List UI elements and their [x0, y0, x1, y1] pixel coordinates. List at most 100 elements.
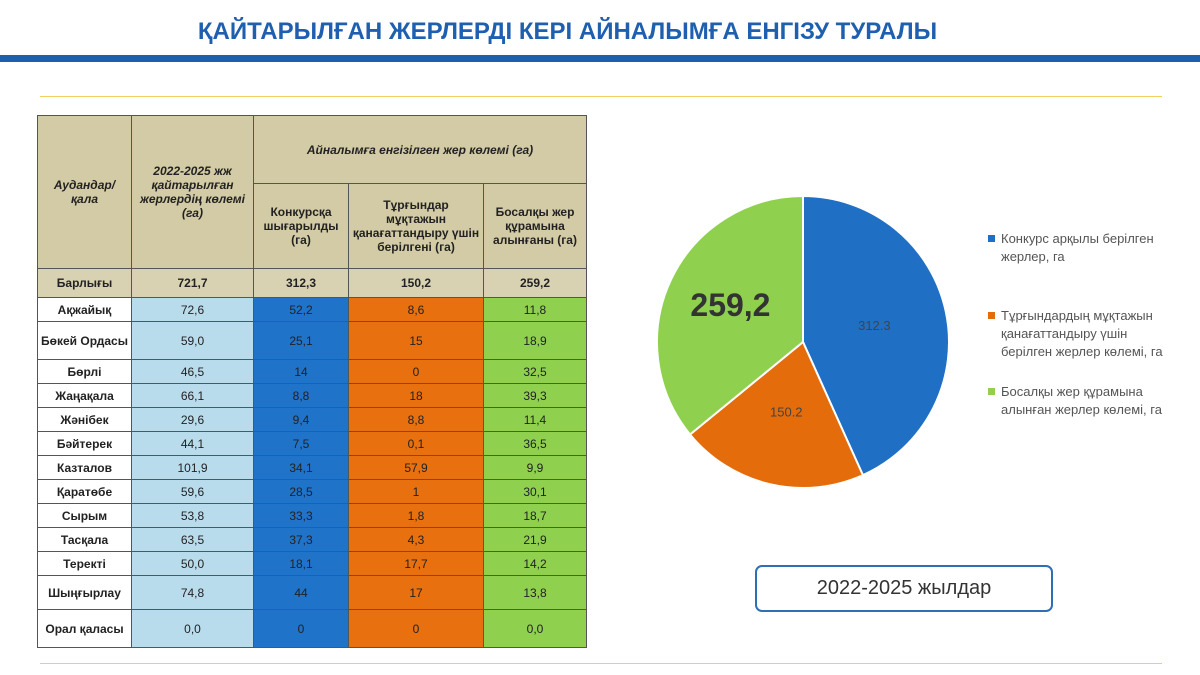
- legend-item: Конкурс арқылы берілген жерлер, га: [988, 230, 1173, 266]
- table-cell: 50,0: [131, 551, 254, 576]
- table-cell: 721,7: [131, 268, 254, 298]
- table-cell: 1: [348, 479, 484, 504]
- table-cell: 0: [348, 359, 484, 384]
- table-cell: 11,8: [483, 297, 587, 322]
- table-row: Сырым 53,8 33,3 1,8 18,7: [37, 503, 587, 528]
- table-cell: 0: [253, 609, 349, 648]
- legend-label: Босалқы жер құрамына алынған жерлер көле…: [1001, 384, 1162, 417]
- table-cell: 8,8: [253, 383, 349, 408]
- legend-item: Тұрғындардың мұқтажын қанағаттандыру үші…: [988, 307, 1173, 361]
- table-row: Ақжайық 72,6 52,2 8,6 11,8: [37, 297, 587, 322]
- table-cell: 312,3: [253, 268, 349, 298]
- data-table: Аудандар/ қала 2022-2025 жж қайтарылған …: [37, 115, 587, 648]
- table-cell: Бәйтерек: [37, 431, 132, 456]
- table-cell: 17,7: [348, 551, 484, 576]
- table-cell: 17: [348, 575, 484, 610]
- table-cell: 11,4: [483, 407, 587, 432]
- legend-label: Конкурс арқылы берілген жерлер, га: [1001, 231, 1154, 264]
- table-cell: Ақжайық: [37, 297, 132, 322]
- legend-marker: [988, 235, 995, 242]
- legend-marker: [988, 388, 995, 395]
- table-cell: Барлығы: [37, 268, 132, 298]
- table-body: Барлығы 721,7 312,3 150,2 259,2 Ақжайық 72,6 52…: [37, 268, 587, 648]
- table-cell: 59,6: [131, 479, 254, 504]
- header-cell: Босалқы жер құрамына алынғаны (га): [483, 183, 587, 269]
- table-row: Шыңғырлау 74,8 44 17 13,8: [37, 575, 587, 610]
- table-cell: 8,8: [348, 407, 484, 432]
- table-cell: 63,5: [131, 527, 254, 552]
- header-cell: Конкурсқа шығарылды (га): [253, 183, 349, 269]
- legend-label: Тұрғындардың мұқтажын қанағаттандыру үші…: [1001, 308, 1163, 359]
- table-row: Тасқала 63,5 37,3 4,3 21,9: [37, 527, 587, 552]
- table-cell: 37,3: [253, 527, 349, 552]
- table-cell: 14,2: [483, 551, 587, 576]
- legend-marker: [988, 312, 995, 319]
- table-cell: 1,8: [348, 503, 484, 528]
- table-cell: 29,6: [131, 407, 254, 432]
- table-cell: 39,3: [483, 383, 587, 408]
- table-cell: Бөкей Ордасы: [37, 321, 132, 360]
- table-cell: 44,1: [131, 431, 254, 456]
- table-cell: 59,0: [131, 321, 254, 360]
- table-cell: 18,9: [483, 321, 587, 360]
- table-cell: Жаңақала: [37, 383, 132, 408]
- table-cell: 57,9: [348, 455, 484, 480]
- table-cell: 18,1: [253, 551, 349, 576]
- table-cell: 0,0: [131, 609, 254, 648]
- table-cell: 13,8: [483, 575, 587, 610]
- table-cell: 0: [348, 609, 484, 648]
- divider: [40, 663, 1162, 664]
- header-cell: Аудандар/ қала: [37, 115, 132, 269]
- pie-slice: [688, 340, 865, 489]
- table-cell: 0,1: [348, 431, 484, 456]
- table-cell: 8,6: [348, 297, 484, 322]
- period-label: 2022-2025 жылдар: [755, 565, 1053, 612]
- header-cell: Айналымға енгізілген жер көлемі (га): [253, 115, 587, 184]
- table-cell: 72,6: [131, 297, 254, 322]
- table-cell: 34,1: [253, 455, 349, 480]
- table-cell: 150,2: [348, 268, 484, 298]
- table-cell: 18: [348, 383, 484, 408]
- table-cell: 46,5: [131, 359, 254, 384]
- table-cell: 33,3: [253, 503, 349, 528]
- pie-chart: 312.3 150.2 259,2: [656, 194, 950, 489]
- table-cell: 7,5: [253, 431, 349, 456]
- table-cell: Казталов: [37, 455, 132, 480]
- table-cell: Сырым: [37, 503, 132, 528]
- table-row: Бәйтерек 44,1 7,5 0,1 36,5: [37, 431, 587, 456]
- table-cell: 52,2: [253, 297, 349, 322]
- table-cell: 0,0: [483, 609, 587, 648]
- table-cell: 66,1: [131, 383, 254, 408]
- table-row: Жәнібек 29,6 9,4 8,8 11,4: [37, 407, 587, 432]
- table-row: Жаңақала 66,1 8,8 18 39,3: [37, 383, 587, 408]
- table-cell: Шыңғырлау: [37, 575, 132, 610]
- slice-label: 150.2: [770, 404, 803, 419]
- table-cell: 74,8: [131, 575, 254, 610]
- table-cell: 15: [348, 321, 484, 360]
- table-cell: 9,9: [483, 455, 587, 480]
- table-cell: 21,9: [483, 527, 587, 552]
- table-cell: Жәнібек: [37, 407, 132, 432]
- slice-label: 259,2: [690, 287, 770, 323]
- table-row: Барлығы 721,7 312,3 150,2 259,2: [37, 268, 587, 298]
- table-cell: Тасқала: [37, 527, 132, 552]
- table-row: Казталов 101,9 34,1 57,9 9,9: [37, 455, 587, 480]
- divider: [40, 96, 1162, 97]
- table-row: Теректі 50,0 18,1 17,7 14,2: [37, 551, 587, 576]
- table-cell: 259,2: [483, 268, 587, 298]
- table-cell: 32,5: [483, 359, 587, 384]
- table-cell: 36,5: [483, 431, 587, 456]
- table-cell: Қаратөбе: [37, 479, 132, 504]
- table-cell: Бөрлі: [37, 359, 132, 384]
- header-bar: [0, 55, 1200, 62]
- slice-label: 312.3: [858, 318, 891, 333]
- table-row: Орал қаласы 0,0 0 0 0,0: [37, 609, 587, 648]
- table-cell: 14: [253, 359, 349, 384]
- table-cell: 4,3: [348, 527, 484, 552]
- table-row: Бөрлі 46,5 14 0 32,5: [37, 359, 587, 384]
- table-cell: 44: [253, 575, 349, 610]
- title: ҚАЙТАРЫЛҒАН ЖЕРЛЕРДІ КЕРІ АЙНАЛЫМҒА ЕНГІ…: [197, 18, 938, 45]
- table-cell: 101,9: [131, 455, 254, 480]
- table-cell: 9,4: [253, 407, 349, 432]
